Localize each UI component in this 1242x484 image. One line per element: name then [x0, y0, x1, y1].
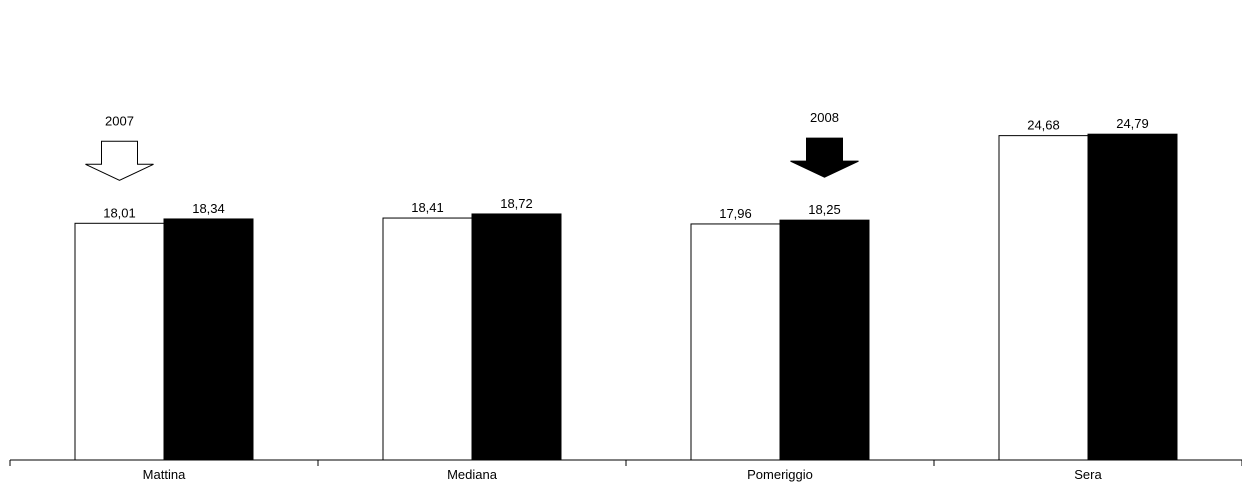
data-label-pomeriggio-series-2: 18,25 — [808, 202, 841, 217]
data-label-mattina-series-2: 18,34 — [192, 201, 225, 216]
bar-sera-series-1 — [998, 135, 1089, 461]
data-label-mediana-series-1: 18,41 — [411, 200, 444, 215]
bar-sera-series-2 — [1087, 133, 1178, 461]
category-label-sera: Sera — [1074, 467, 1102, 482]
hollow-down-arrow-icon — [85, 140, 154, 181]
x-axis-ticks — [9, 460, 1242, 466]
bar-mattina-series-2 — [163, 218, 254, 461]
category-label-mattina: Mattina — [143, 467, 186, 482]
x-axis-labels: Mattina Mediana Pomeriggio Sera — [143, 467, 1103, 482]
bars-layer — [74, 133, 1178, 461]
annotation-label-1: 2007 — [105, 113, 134, 128]
bar-pomeriggio-series-2 — [779, 219, 870, 461]
category-label-pomeriggio: Pomeriggio — [747, 467, 813, 482]
bar-mediana-series-2 — [471, 213, 562, 461]
filled-down-arrow-icon — [790, 137, 859, 178]
data-label-mediana-series-2: 18,72 — [500, 196, 533, 211]
data-label-sera-series-2: 24,79 — [1116, 116, 1149, 131]
category-label-mediana: Mediana — [447, 467, 498, 482]
bar-pomeriggio-series-1 — [690, 223, 781, 461]
annotations-layer: 2007 2008 — [85, 110, 859, 181]
data-labels-layer: 18,01 18,34 18,41 18,72 17,96 18,25 24,68 24,79 — [103, 116, 1149, 221]
bar-mediana-series-1 — [382, 217, 473, 461]
bar-mattina-series-1 — [74, 222, 165, 461]
data-label-pomeriggio-series-1: 17,96 — [719, 206, 752, 221]
annotation-label-2: 2008 — [810, 110, 839, 125]
data-label-sera-series-1: 24,68 — [1027, 118, 1060, 133]
data-label-mattina-series-1: 18,01 — [103, 205, 136, 220]
